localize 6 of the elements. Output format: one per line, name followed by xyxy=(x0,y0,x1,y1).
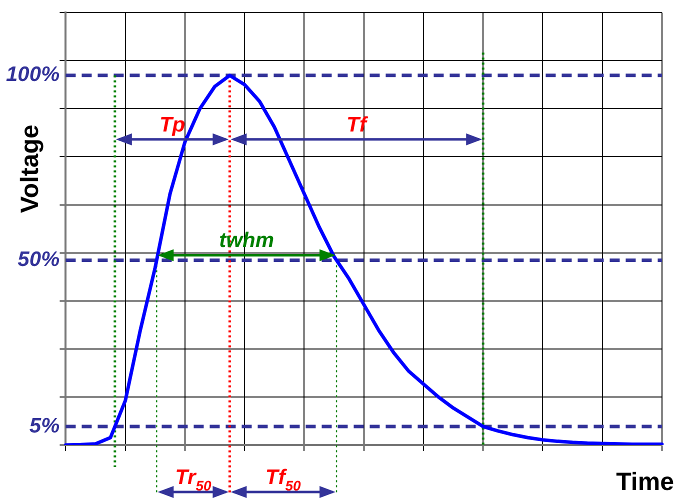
y-axis-title: Voltage xyxy=(16,124,44,214)
y-tick-label: 100% xyxy=(6,63,60,86)
x-axis-title: Time xyxy=(616,468,674,496)
annotation: Tp xyxy=(159,113,186,136)
y-tick-label: 50% xyxy=(18,248,60,272)
y-tick-label: 5% xyxy=(29,414,60,438)
